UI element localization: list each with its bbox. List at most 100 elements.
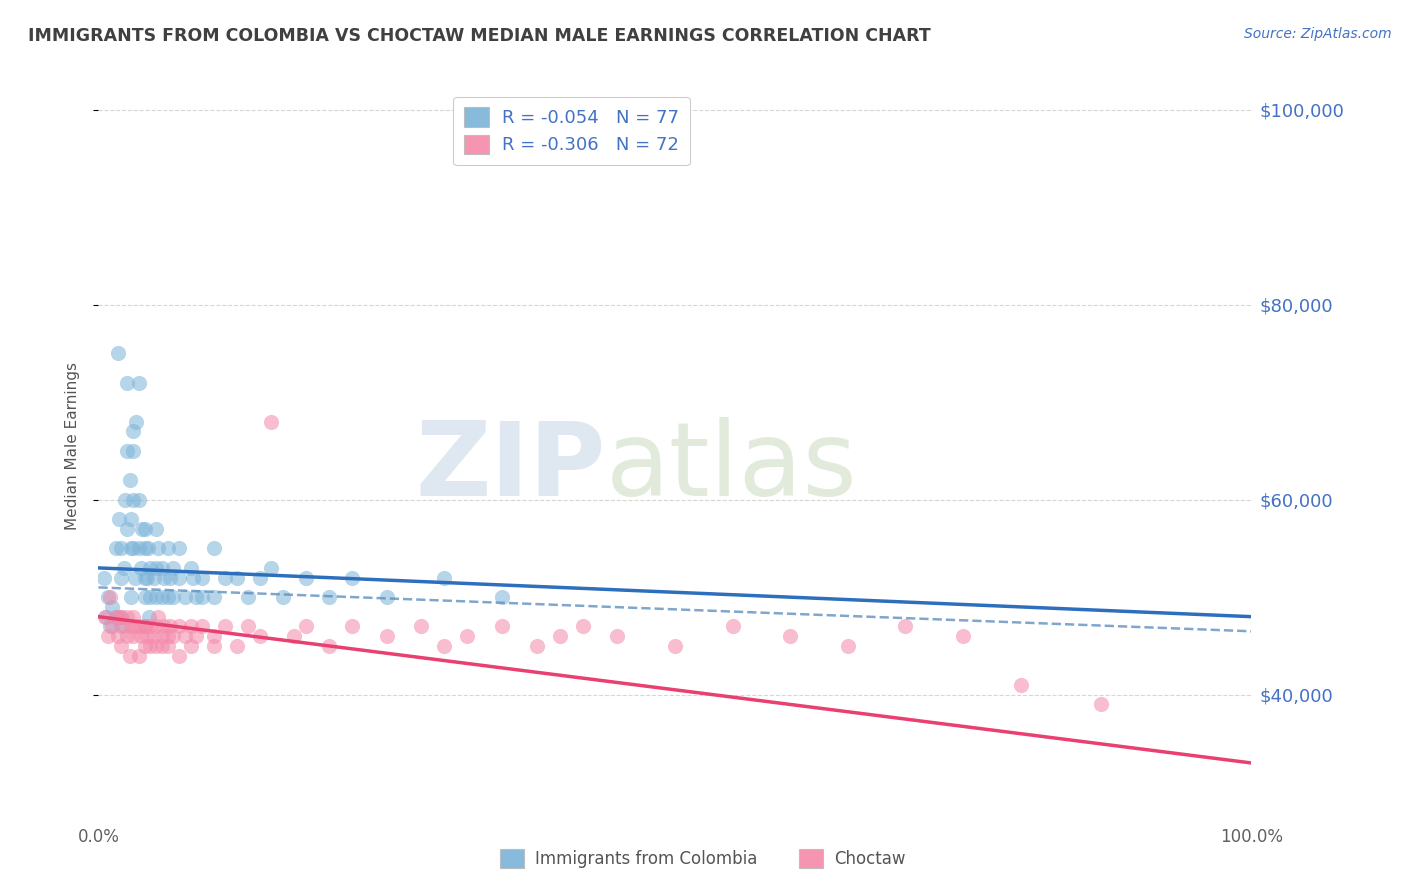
- Legend: Immigrants from Colombia, Choctaw: Immigrants from Colombia, Choctaw: [494, 843, 912, 875]
- Point: [526, 639, 548, 653]
- Point: [134, 619, 156, 633]
- Point: [142, 571, 165, 585]
- Point: [167, 648, 190, 663]
- Point: [122, 609, 145, 624]
- Point: [110, 571, 132, 585]
- Point: [117, 376, 139, 390]
- Point: [191, 571, 214, 585]
- Point: [145, 590, 167, 604]
- Point: [148, 609, 170, 624]
- Point: [110, 541, 132, 556]
- Point: [139, 561, 162, 575]
- Point: [104, 609, 127, 624]
- Point: [202, 639, 225, 653]
- Point: [606, 629, 628, 643]
- Point: [145, 639, 167, 653]
- Point: [318, 590, 340, 604]
- Point: [571, 619, 593, 633]
- Point: [375, 629, 398, 643]
- Point: [295, 619, 318, 633]
- Point: [433, 571, 456, 585]
- Point: [110, 609, 132, 624]
- Point: [107, 629, 129, 643]
- Point: [167, 541, 190, 556]
- Point: [260, 415, 283, 429]
- Point: [122, 492, 145, 507]
- Point: [94, 609, 117, 624]
- Point: [128, 619, 150, 633]
- Point: [167, 619, 190, 633]
- Point: [225, 639, 247, 653]
- Point: [108, 512, 131, 526]
- Point: [238, 590, 260, 604]
- Point: [98, 619, 121, 633]
- Point: [134, 619, 156, 633]
- Point: [135, 571, 157, 585]
- Point: [664, 639, 686, 653]
- Point: [104, 541, 127, 556]
- Point: [779, 629, 801, 643]
- Point: [129, 629, 152, 643]
- Point: [129, 561, 152, 575]
- Point: [156, 590, 179, 604]
- Point: [112, 561, 135, 575]
- Point: [117, 609, 139, 624]
- Point: [202, 541, 225, 556]
- Point: [139, 639, 162, 653]
- Text: atlas: atlas: [606, 417, 858, 518]
- Point: [1010, 678, 1032, 692]
- Point: [249, 571, 271, 585]
- Point: [117, 522, 139, 536]
- Point: [375, 590, 398, 604]
- Point: [139, 590, 162, 604]
- Point: [180, 561, 202, 575]
- Point: [134, 639, 156, 653]
- Point: [125, 415, 148, 429]
- Point: [271, 590, 294, 604]
- Point: [134, 590, 156, 604]
- Point: [110, 639, 132, 653]
- Point: [148, 541, 170, 556]
- Point: [145, 561, 167, 575]
- Point: [139, 619, 162, 633]
- Point: [120, 590, 142, 604]
- Point: [131, 522, 153, 536]
- Point: [112, 619, 135, 633]
- Point: [159, 619, 181, 633]
- Point: [135, 629, 157, 643]
- Point: [110, 619, 132, 633]
- Point: [295, 571, 318, 585]
- Point: [134, 522, 156, 536]
- Point: [186, 590, 208, 604]
- Point: [153, 619, 176, 633]
- Point: [548, 629, 571, 643]
- Point: [491, 590, 513, 604]
- Point: [318, 639, 340, 653]
- Point: [122, 629, 145, 643]
- Point: [98, 590, 121, 604]
- Text: ZIP: ZIP: [415, 417, 606, 518]
- Point: [174, 629, 197, 643]
- Point: [101, 619, 124, 633]
- Point: [214, 619, 236, 633]
- Point: [411, 619, 433, 633]
- Point: [93, 571, 115, 585]
- Point: [180, 619, 202, 633]
- Point: [721, 619, 744, 633]
- Point: [202, 629, 225, 643]
- Point: [122, 425, 145, 439]
- Point: [456, 629, 478, 643]
- Point: [1090, 698, 1112, 712]
- Point: [145, 619, 167, 633]
- Point: [837, 639, 859, 653]
- Point: [153, 571, 176, 585]
- Point: [136, 541, 159, 556]
- Point: [156, 629, 179, 643]
- Point: [150, 639, 173, 653]
- Point: [118, 473, 141, 487]
- Point: [433, 639, 456, 653]
- Point: [142, 629, 165, 643]
- Point: [108, 609, 131, 624]
- Point: [191, 590, 214, 604]
- Point: [128, 376, 150, 390]
